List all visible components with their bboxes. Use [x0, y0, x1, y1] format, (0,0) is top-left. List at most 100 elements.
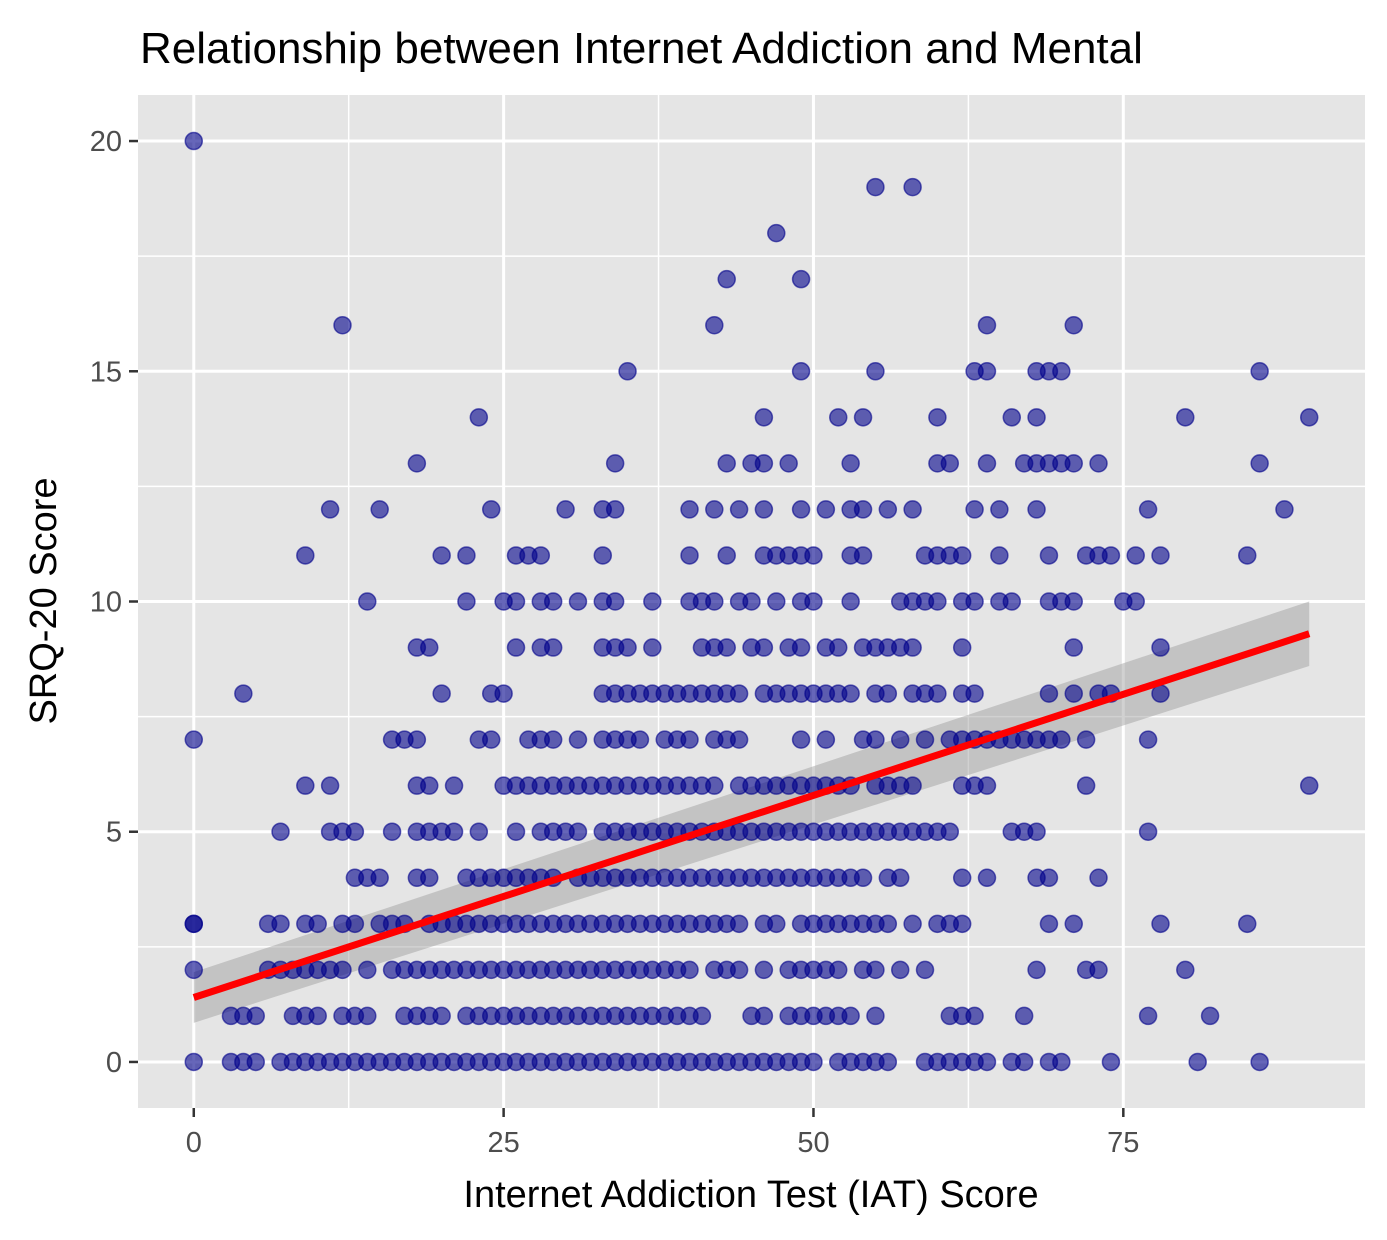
- data-point: [928, 592, 947, 611]
- data-point: [1076, 730, 1096, 749]
- data-point: [1039, 684, 1059, 703]
- data-point: [680, 500, 699, 519]
- data-point: [1151, 638, 1170, 657]
- data-point: [543, 730, 563, 749]
- data-point: [1151, 914, 1170, 934]
- data-point: [358, 1006, 377, 1026]
- data-point: [903, 638, 922, 657]
- chart-title: Relationship between Internet Addiction …: [140, 24, 1143, 73]
- data-point: [705, 500, 724, 519]
- y-tick-label: 5: [106, 817, 122, 849]
- data-point: [903, 776, 922, 795]
- data-point: [729, 914, 749, 934]
- data-point: [1014, 1052, 1034, 1072]
- data-point: [1064, 592, 1083, 611]
- data-point: [1138, 730, 1158, 749]
- data-point: [866, 1006, 885, 1026]
- data-point: [184, 914, 204, 934]
- data-point: [1126, 546, 1145, 565]
- data-point: [370, 868, 389, 888]
- data-point: [234, 684, 253, 703]
- data-point: [754, 500, 774, 519]
- data-point: [977, 1052, 997, 1072]
- data-point: [382, 822, 402, 841]
- data-point: [543, 592, 563, 611]
- data-point: [1064, 914, 1083, 934]
- data-point: [977, 776, 997, 795]
- x-tick-label: 25: [487, 1127, 519, 1159]
- data-point: [1101, 546, 1121, 565]
- data-point: [643, 638, 662, 657]
- data-point: [1064, 684, 1083, 703]
- data-point: [754, 1006, 774, 1026]
- data-point: [680, 546, 699, 565]
- data-point: [717, 454, 736, 473]
- data-point: [878, 500, 898, 519]
- data-point: [816, 500, 836, 519]
- data-point: [990, 546, 1009, 565]
- data-point: [1064, 315, 1083, 335]
- data-point: [965, 1006, 984, 1026]
- data-point: [1052, 730, 1071, 749]
- data-point: [767, 592, 786, 611]
- data-point: [432, 684, 451, 703]
- regression-line-group: [192, 630, 1311, 1001]
- data-point: [903, 914, 922, 934]
- data-point: [791, 362, 811, 381]
- y-tick-label: 20: [90, 126, 122, 158]
- data-points: [184, 131, 1319, 1072]
- data-point: [903, 500, 922, 519]
- data-point: [1238, 546, 1257, 565]
- data-point: [333, 960, 352, 980]
- data-point: [345, 822, 365, 841]
- data-point: [853, 500, 873, 519]
- data-point: [184, 1052, 204, 1072]
- data-point: [605, 500, 625, 519]
- data-point: [729, 684, 749, 703]
- data-point: [432, 546, 451, 565]
- data-point: [977, 454, 997, 473]
- data-point: [791, 500, 811, 519]
- data-point: [1176, 960, 1195, 980]
- data-point: [1138, 822, 1158, 841]
- data-point: [333, 315, 352, 335]
- data-point: [965, 592, 984, 611]
- data-point: [630, 730, 650, 749]
- data-point: [469, 822, 489, 841]
- data-point: [791, 730, 811, 749]
- data-point: [952, 914, 972, 934]
- data-point: [680, 960, 699, 980]
- data-point: [952, 638, 972, 657]
- data-point: [1275, 500, 1294, 519]
- data-point: [1027, 408, 1046, 427]
- data-point: [444, 776, 464, 795]
- data-point: [705, 776, 724, 795]
- data-point: [481, 730, 501, 749]
- data-point: [804, 1052, 823, 1072]
- y-tick-label: 15: [90, 356, 122, 388]
- y-tick-label: 10: [90, 587, 122, 619]
- data-point: [680, 730, 699, 749]
- data-point: [568, 592, 588, 611]
- data-point: [928, 684, 947, 703]
- data-point: [767, 914, 786, 934]
- data-point: [754, 638, 774, 657]
- data-point: [1052, 1052, 1071, 1072]
- data-point: [804, 546, 823, 565]
- data-point: [754, 960, 774, 980]
- data-point: [915, 960, 935, 980]
- regression-line: [192, 630, 1311, 1001]
- data-point: [866, 362, 885, 381]
- data-point: [1002, 592, 1022, 611]
- data-point: [754, 454, 774, 473]
- data-point: [841, 454, 860, 473]
- data-point: [829, 960, 848, 980]
- data-point: [779, 454, 798, 473]
- data-point: [593, 546, 613, 565]
- data-point: [296, 546, 315, 565]
- data-point: [506, 592, 526, 611]
- x-tick-label: 0: [186, 1127, 202, 1159]
- data-point: [1238, 914, 1257, 934]
- data-point: [469, 408, 489, 427]
